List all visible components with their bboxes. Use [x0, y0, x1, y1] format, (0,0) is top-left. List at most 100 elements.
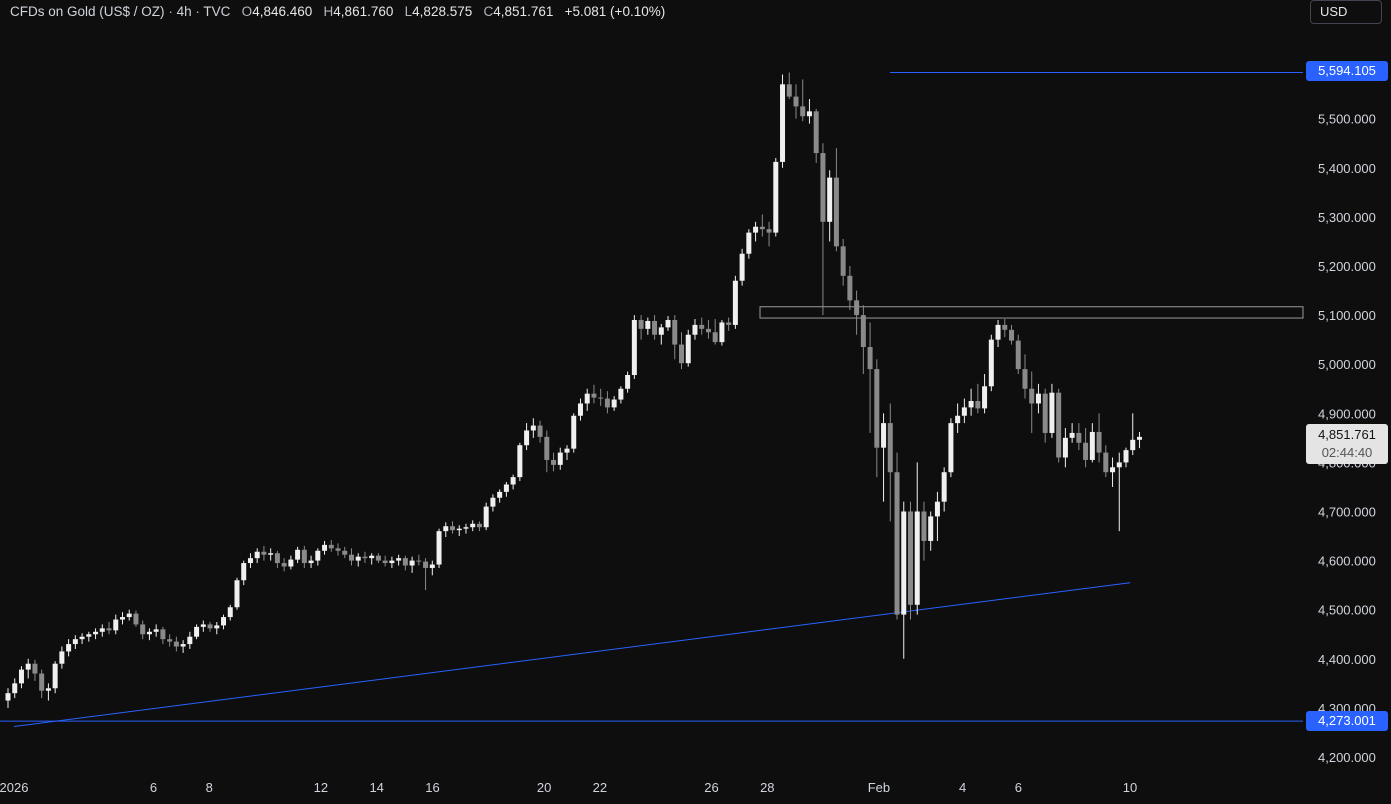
candle: [780, 74, 786, 168]
candle: [1116, 452, 1122, 532]
candle: [140, 620, 146, 640]
candle-body: [577, 403, 583, 416]
candle-body: [692, 324, 698, 335]
candle: [194, 624, 200, 640]
low-value: 4,828.575: [412, 4, 473, 19]
y-tick-label: 4,700.000: [1318, 505, 1376, 520]
candle-body: [490, 497, 496, 507]
candle-body: [254, 551, 260, 559]
candle-body: [79, 636, 85, 640]
candle: [483, 502, 489, 531]
x-tick-label: 6: [150, 780, 157, 795]
candle-body: [396, 558, 402, 561]
candle: [295, 546, 301, 564]
candle-body: [39, 673, 45, 691]
candle-body: [99, 628, 105, 632]
candle-body: [295, 549, 301, 560]
candle: [93, 628, 99, 640]
candle: [806, 99, 812, 124]
candle: [840, 238, 846, 286]
candle: [786, 72, 792, 100]
candle: [934, 491, 940, 541]
y-tick-label: 5,300.000: [1318, 210, 1376, 225]
candle: [982, 374, 988, 414]
candle: [1069, 423, 1075, 443]
candle: [995, 320, 1001, 348]
candle: [921, 501, 927, 561]
candle-body: [921, 511, 927, 541]
candle: [968, 388, 974, 416]
candle-body: [833, 177, 839, 247]
candle-body: [813, 111, 819, 154]
candle-body: [907, 511, 913, 605]
candle-body: [732, 280, 738, 325]
candle-body: [450, 526, 456, 531]
candle-body: [618, 388, 624, 400]
currency-button[interactable]: USD: [1310, 0, 1382, 24]
candle-body: [503, 484, 509, 492]
candle-body: [530, 425, 536, 431]
candle: [12, 678, 18, 699]
candle: [396, 554, 402, 566]
candle-body: [887, 423, 893, 473]
candle-body: [18, 669, 24, 684]
candle: [241, 560, 247, 586]
open-value: 4,846.460: [252, 4, 313, 19]
candle: [153, 624, 159, 637]
candle: [901, 501, 907, 659]
candle: [52, 661, 58, 694]
candle: [32, 659, 38, 681]
ascending-trendline[interactable]: [13, 582, 1131, 728]
candle-body: [423, 561, 429, 568]
candle: [450, 521, 456, 534]
candle: [328, 539, 334, 552]
candle: [160, 626, 166, 645]
candle-body: [658, 327, 664, 335]
candle-body: [1042, 393, 1048, 433]
candle: [99, 624, 105, 637]
candle-body: [369, 555, 375, 559]
high-value: 4,861.760: [333, 4, 394, 19]
candle-body: [820, 153, 826, 222]
candle-body: [564, 448, 570, 453]
y-tick-label: 4,500.000: [1318, 603, 1376, 618]
candle-body: [874, 369, 880, 448]
candle: [712, 319, 718, 345]
candle-body: [409, 560, 415, 566]
candle: [1035, 383, 1041, 414]
candle: [369, 553, 375, 565]
candle-body: [773, 161, 779, 233]
resistance-zone[interactable]: [759, 306, 1304, 319]
source-label: TVC: [203, 4, 231, 19]
candle-body: [429, 564, 435, 568]
candle: [557, 447, 563, 470]
candle-body: [847, 275, 853, 301]
candle-body: [247, 558, 253, 564]
candle: [692, 319, 698, 340]
candle-body: [510, 477, 516, 485]
candle: [1022, 354, 1028, 399]
close-label: C: [483, 4, 494, 19]
candle: [1029, 371, 1035, 433]
x-tick-label: 28: [760, 780, 774, 795]
candle-body: [93, 631, 99, 635]
candle-body: [1116, 462, 1122, 468]
interval-label: 4h: [176, 4, 192, 19]
candle-body: [672, 320, 678, 345]
x-tick-label: 6: [1015, 780, 1022, 795]
candle-body: [194, 626, 200, 637]
candle: [254, 548, 260, 564]
candle: [416, 554, 422, 566]
candle: [571, 413, 577, 453]
candle: [948, 418, 954, 478]
candle: [854, 290, 860, 335]
candle-body: [416, 560, 422, 562]
candle-body: [941, 472, 947, 502]
candle-body: [988, 339, 994, 387]
candle-body: [1049, 392, 1055, 433]
candle-body: [753, 226, 759, 233]
candle: [652, 315, 658, 340]
candle: [348, 548, 354, 566]
